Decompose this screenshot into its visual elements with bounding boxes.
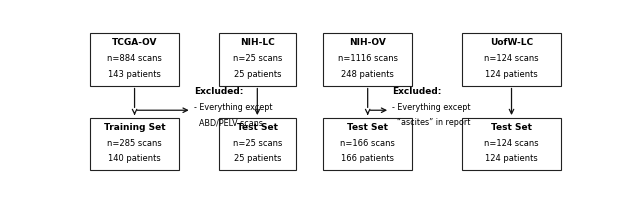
FancyBboxPatch shape — [462, 33, 561, 86]
FancyBboxPatch shape — [90, 118, 179, 170]
Text: n=1116 scans: n=1116 scans — [338, 54, 397, 63]
Text: 124 patients: 124 patients — [485, 154, 538, 163]
Text: Test Set: Test Set — [347, 123, 388, 132]
FancyBboxPatch shape — [219, 33, 296, 86]
Text: 248 patients: 248 patients — [341, 70, 394, 79]
Text: n=166 scans: n=166 scans — [340, 139, 395, 148]
Text: Test Set: Test Set — [237, 123, 278, 132]
Text: n=25 scans: n=25 scans — [232, 139, 282, 148]
Text: 140 patients: 140 patients — [108, 154, 161, 163]
Text: 25 patients: 25 patients — [234, 70, 281, 79]
Text: Training Set: Training Set — [104, 123, 165, 132]
Text: Excluded:: Excluded: — [392, 87, 442, 96]
Text: TCGA-OV: TCGA-OV — [112, 38, 157, 47]
Text: NIH-LC: NIH-LC — [240, 38, 275, 47]
Text: UofW-LC: UofW-LC — [490, 38, 533, 47]
FancyBboxPatch shape — [323, 33, 412, 86]
Text: NIH-OV: NIH-OV — [349, 38, 386, 47]
Text: Excluded:: Excluded: — [194, 87, 243, 96]
Text: n=124 scans: n=124 scans — [484, 139, 539, 148]
FancyBboxPatch shape — [219, 118, 296, 170]
Text: 25 patients: 25 patients — [234, 154, 281, 163]
Text: n=25 scans: n=25 scans — [232, 54, 282, 63]
FancyBboxPatch shape — [90, 33, 179, 86]
Text: Test Set: Test Set — [491, 123, 532, 132]
Text: n=884 scans: n=884 scans — [107, 54, 162, 63]
Text: - Everything except: - Everything except — [392, 103, 471, 112]
FancyBboxPatch shape — [323, 118, 412, 170]
FancyBboxPatch shape — [462, 118, 561, 170]
Text: - Everything except: - Everything except — [194, 103, 273, 112]
Text: n=285 scans: n=285 scans — [107, 139, 162, 148]
Text: 124 patients: 124 patients — [485, 70, 538, 79]
Text: n=124 scans: n=124 scans — [484, 54, 539, 63]
Text: ABD/PELV scans: ABD/PELV scans — [194, 118, 263, 127]
Text: “ascites” in report: “ascites” in report — [392, 118, 471, 127]
Text: 143 patients: 143 patients — [108, 70, 161, 79]
Text: 166 patients: 166 patients — [341, 154, 394, 163]
